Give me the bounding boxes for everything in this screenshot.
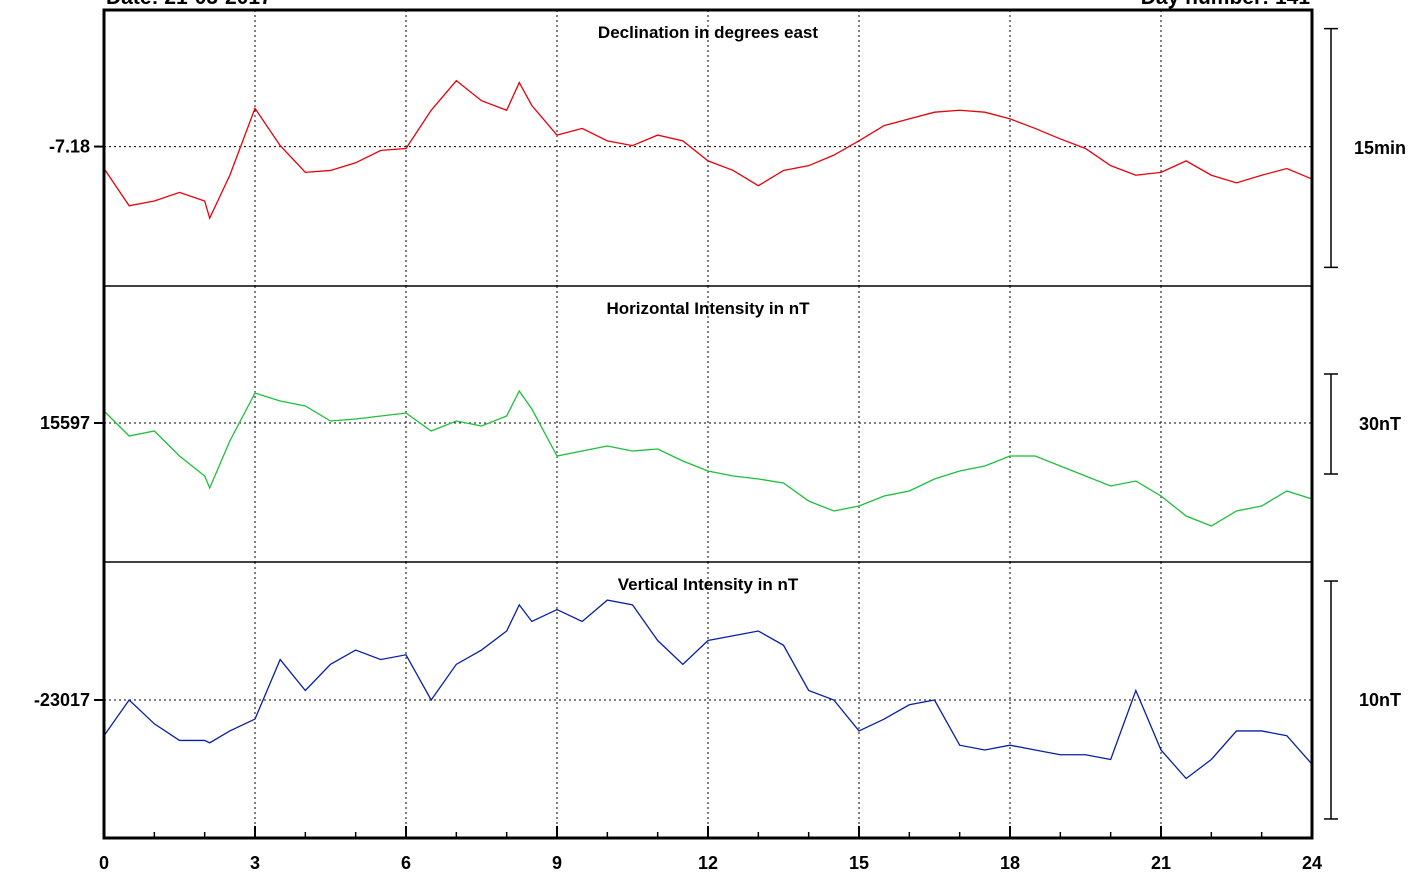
x-tick-label: 0 (99, 853, 109, 873)
day-number-label: Day number: 141 (1141, 0, 1311, 9)
panel-title: Horizontal Intensity in nT (606, 299, 810, 318)
panel-title: Declination in degrees east (598, 23, 818, 42)
date-label: Date: 21-05-2017 (106, 0, 272, 9)
data-line (103, 79, 1313, 221)
x-tick-label: 21 (1151, 853, 1171, 873)
y-tick-label: -7.18 (49, 137, 90, 157)
x-tick-label: 15 (849, 853, 869, 873)
data-line (103, 389, 1313, 527)
scale-bar-label: 30nT (1359, 414, 1401, 434)
x-tick-label: 9 (552, 853, 562, 873)
y-tick-label: 15597 (40, 413, 90, 433)
x-tick-label: 3 (250, 853, 260, 873)
x-tick-label: 6 (401, 853, 411, 873)
y-tick-label: -23017 (34, 690, 90, 710)
scale-bar-label: 15min (1354, 138, 1406, 158)
x-tick-label: 24 (1302, 853, 1322, 873)
x-tick-label: 18 (1000, 853, 1020, 873)
plot-frame (102, 8, 1314, 840)
data-line (103, 599, 1313, 780)
panel-title: Vertical Intensity in nT (618, 575, 799, 594)
scale-bar-label: 10nT (1359, 690, 1401, 710)
x-tick-label: 12 (698, 853, 718, 873)
